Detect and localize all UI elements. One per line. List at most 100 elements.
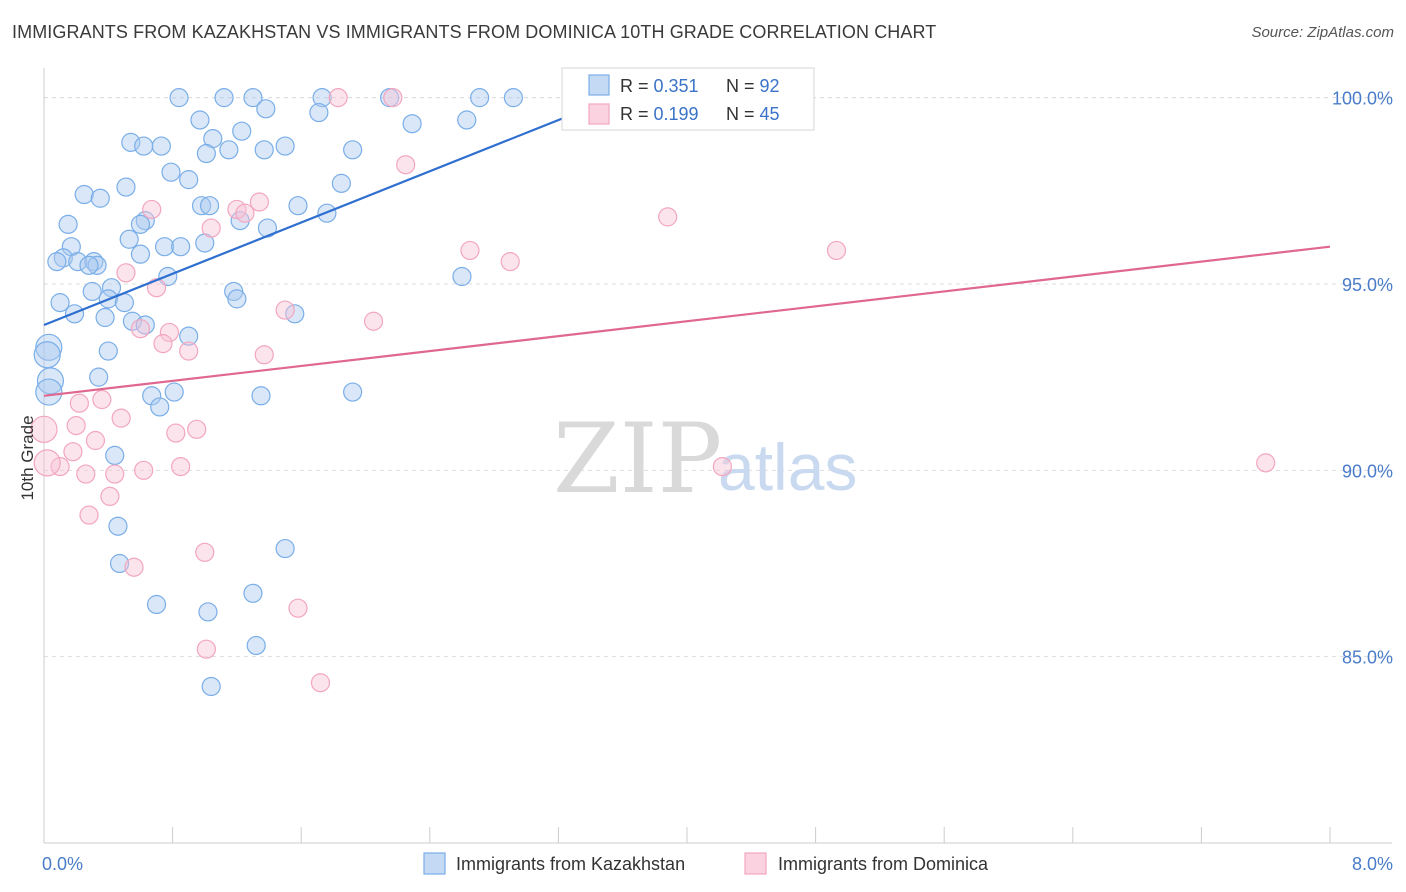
stats-swatch-blue [588, 74, 610, 96]
dominica-point-34 [105, 464, 125, 484]
stats-n-value-1: 92 [760, 76, 780, 96]
watermark: ZIP atlas [553, 403, 857, 515]
watermark-atlas: atlas [718, 430, 857, 504]
stats-row-1: R = 0.351 [620, 76, 699, 96]
dominica-point-35 [100, 486, 120, 507]
kazakhstan-point-32 [288, 196, 308, 216]
dominica-point-32 [171, 456, 191, 477]
kazakhstan-point-3 [312, 88, 332, 108]
dominica-point-33 [76, 464, 96, 484]
kazakhstan-point-70 [36, 367, 65, 395]
kazakhstan-point-24 [161, 162, 181, 182]
x-tick-label-1: 8.0% [1352, 854, 1393, 874]
stats-row-2-n: N = 45 [726, 104, 780, 124]
dominica-point-23 [69, 393, 89, 413]
y-tick-label-3: 100.0% [1332, 89, 1393, 109]
dominica-point-8 [658, 207, 678, 227]
dominica-point-26 [166, 423, 186, 443]
kazakhstan-point-2 [243, 88, 263, 108]
kazakhstan-point-75 [343, 382, 363, 402]
y-tick-label-2: 95.0% [1342, 275, 1393, 295]
bottom-legend: Immigrants from Kazakhstan Immigrants fr… [423, 852, 989, 875]
dominica-point-13 [146, 278, 167, 298]
kazakhstan-point-28 [74, 184, 94, 205]
x-tick-label-0: 0.0% [42, 854, 83, 874]
dominica-point-14 [275, 300, 295, 320]
stats-swatch-pink [588, 103, 610, 125]
dominica-point-28 [85, 430, 106, 451]
dominica-trend-line [43, 245, 1331, 397]
stats-n-label-2: N = [726, 104, 760, 124]
kazakhstan-point-78 [108, 516, 128, 536]
kazakhstan-point-35 [58, 214, 78, 234]
stats-r-value-2: 0.199 [654, 104, 699, 124]
legend-swatch-kazakhstan [423, 852, 446, 875]
dominica-point-27 [187, 419, 207, 439]
stats-n-value-2: 45 [760, 104, 780, 124]
kazakhstan-trend-line [43, 96, 616, 326]
dominica-point-10 [500, 252, 520, 272]
kazakhstan-point-9 [256, 99, 276, 119]
kazakhstan-point-61 [285, 304, 305, 324]
kazakhstan-point-25 [179, 170, 199, 190]
kazakhstan-point-69 [89, 367, 109, 387]
kazakhstan-point-46 [47, 252, 67, 272]
dominica-point-44 [33, 449, 61, 477]
dominica-point-12 [116, 263, 136, 283]
kazakhstan-point-16 [219, 140, 239, 160]
series-kazakhstan-points [33, 88, 609, 697]
dominica-point-41 [288, 598, 308, 618]
watermark-zip: ZIP [553, 403, 722, 515]
kazakhstan-point-1 [214, 88, 234, 108]
kazakhstan-point-50 [79, 255, 99, 275]
kazakhstan-point-53 [82, 281, 102, 302]
dominica-point-25 [111, 408, 131, 428]
kazakhstan-point-6 [503, 88, 523, 108]
kazakhstan-point-44 [130, 244, 151, 264]
kazakhstan-point-84 [246, 635, 266, 656]
y-tick-label-0: 85.0% [1342, 648, 1393, 668]
dominica-point-20 [254, 345, 274, 365]
kazakhstan-point-23 [343, 140, 363, 160]
dominica-point-38 [1256, 453, 1276, 473]
dominica-point-21 [30, 415, 58, 443]
dominica-point-24 [92, 389, 112, 410]
dominica-point-42 [196, 639, 216, 659]
dominica-point-7 [201, 218, 221, 238]
kazakhstan-point-40 [154, 237, 175, 257]
kazakhstan-point-74 [251, 386, 271, 406]
kazakhstan-point-12 [402, 114, 422, 134]
x-tick-labels: 0.0% 8.0% [42, 854, 1393, 874]
y-axis-title: 10th Grade [18, 415, 37, 500]
kazakhstan-point-5 [470, 88, 490, 108]
stats-row-2: R = 0.199 [620, 104, 699, 124]
kazakhstan-point-68 [33, 341, 61, 369]
kazakhstan-point-56 [50, 293, 70, 313]
kazakhstan-point-11 [190, 110, 210, 130]
kazakhstan-point-80 [109, 553, 130, 574]
kazakhstan-point-85 [201, 676, 221, 697]
stats-row-1-n: N = 92 [726, 76, 780, 96]
axes [43, 68, 1392, 844]
kazakhstan-point-31 [199, 196, 220, 216]
kazakhstan-point-0 [169, 88, 189, 108]
kazakhstan-point-62 [95, 307, 115, 328]
kazakhstan-point-47 [68, 252, 88, 272]
kazakhstan-point-41 [171, 237, 191, 257]
dominica-point-19 [179, 341, 199, 361]
kazakhstan-point-63 [122, 311, 143, 331]
stats-n-label-1: N = [726, 76, 760, 96]
kazakhstan-point-21 [275, 136, 295, 156]
legend-label-kazakhstan: Immigrants from Kazakhstan [456, 854, 685, 874]
kazakhstan-point-72 [142, 386, 162, 406]
stats-r-label-1: R = [620, 76, 654, 96]
dominica-point-17 [159, 322, 179, 343]
kazakhstan-point-19 [151, 136, 171, 156]
series-dominica-points [30, 88, 1276, 693]
source-label: Source: ZipAtlas.com [1251, 24, 1394, 41]
dominica-point-37 [712, 456, 732, 477]
chart-title: IMMIGRANTS FROM KAZAKHSTAN VS IMMIGRANTS… [12, 22, 937, 42]
dominica-point-40 [124, 557, 144, 577]
kazakhstan-point-18 [134, 136, 154, 156]
